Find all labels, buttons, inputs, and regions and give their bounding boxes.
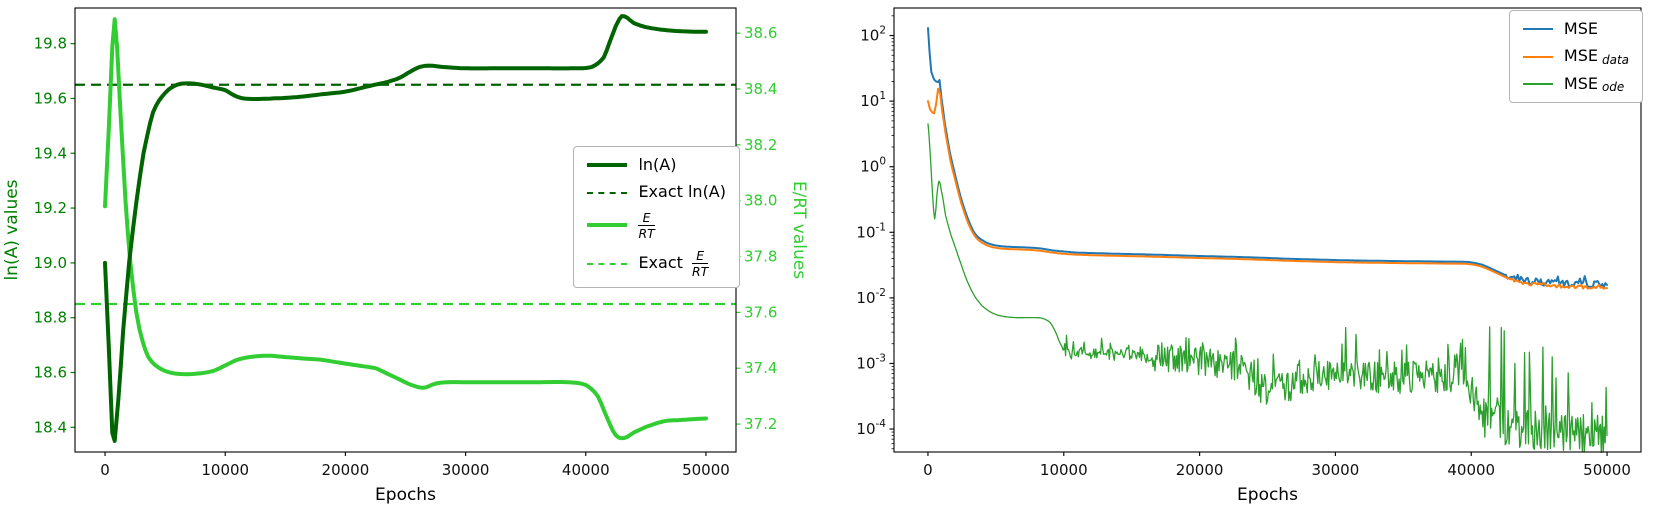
legend-line-sample <box>1522 28 1553 31</box>
legend-line-sample <box>587 191 628 194</box>
fraction-bar <box>691 263 709 265</box>
legend-entry: MSE <box>1522 19 1629 38</box>
y-right-tick-label: 37.6 <box>744 303 777 321</box>
legend-entry: Exact E RT <box>587 249 726 278</box>
y-tick-label: 10-2 <box>856 287 886 307</box>
legend-label: MSE <box>1563 19 1598 38</box>
y-tick-label: 102 <box>860 25 886 45</box>
legend-line-sample <box>587 262 628 265</box>
y-left-tick-label: 19.4 <box>34 144 67 162</box>
legend-label-prefix: Exact <box>638 253 688 273</box>
y-right-tick-label: 37.4 <box>744 359 777 377</box>
y-left-tick-label: 19.6 <box>34 89 67 107</box>
mse-chart-legend: MSE MSE data MSE ode <box>1508 10 1643 104</box>
legend-label-text: MSE <box>1563 19 1598 38</box>
parameters-chart-canvas: 0 10000 20000 30000 40000 50000 Epochs 18.4 18.6… <box>2 7 809 505</box>
fraction-numerator: E <box>696 248 705 264</box>
legend-subscript: data <box>1601 52 1629 67</box>
x-axis-label: Epochs <box>375 485 436 505</box>
fraction-denominator: RT <box>691 264 709 280</box>
parameters-chart-series <box>75 14 736 443</box>
fraction-label: E RT <box>691 248 709 280</box>
legend-entry: MSE data <box>1522 46 1629 67</box>
legend-subscript: ode <box>1601 80 1625 95</box>
y-left-tick-label: 19.8 <box>34 35 67 53</box>
y-left-tick-label: 19.2 <box>34 199 67 217</box>
series-mse-data <box>927 87 1608 290</box>
legend-line-sample <box>587 163 628 168</box>
mse-chart-frame <box>893 7 1642 453</box>
y-right-tick-label: 38.0 <box>744 192 777 210</box>
legend-line-sample <box>587 223 628 228</box>
y-right-tick-label: 38.2 <box>744 136 777 154</box>
legend-label: Exact E RT <box>638 248 709 280</box>
series-mse-ode <box>927 123 1608 453</box>
y-tick-label: 10-4 <box>856 418 886 438</box>
y-left-tick-label: 18.6 <box>34 364 67 382</box>
legend-entry: ln(A) <box>587 155 726 174</box>
legend-label-text: ln(A) <box>638 155 677 174</box>
parameters-chart-axes: 0 10000 20000 30000 40000 50000 Epochs 18.4 18.6… <box>2 24 809 505</box>
x-tick-label: 30000 <box>442 461 490 479</box>
legend-label-text: Exact ln(A) <box>638 182 726 202</box>
left-chart-parameter-convergence: 0 10000 20000 30000 40000 50000 Epochs 18.4 18.6… <box>0 0 812 530</box>
parameters-chart-legend: ln(A) Exact ln(A) E RT Exact E RT <box>573 146 740 289</box>
legend-entry: Exact ln(A) <box>587 182 726 202</box>
legend-label: Exact ln(A) <box>638 182 726 202</box>
series-lnA <box>103 14 708 443</box>
mse-chart-series <box>927 27 1608 453</box>
y-tick-label: 100 <box>860 156 886 176</box>
legend-entry: MSE ode <box>1522 73 1629 95</box>
y-left-tick-label: 18.8 <box>34 309 67 327</box>
y-tick-label: 10-1 <box>856 221 886 241</box>
x-tick-label: 40000 <box>1447 461 1495 479</box>
legend-label-text: MSE <box>1563 46 1598 66</box>
y-tick-label: 101 <box>860 90 886 110</box>
fraction-numerator: E <box>642 209 651 225</box>
x-tick-label: 10000 <box>1040 461 1088 479</box>
y-right-tick-label: 37.8 <box>744 248 777 266</box>
y-left-tick-label: 18.4 <box>34 418 67 436</box>
mse-chart-canvas: 0 10000 20000 30000 40000 50000 Epochs 102 101 10… <box>856 7 1642 505</box>
legend-label-text: MSE <box>1563 73 1598 93</box>
x-tick-label: 10000 <box>201 461 249 479</box>
legend-label: MSE ode <box>1563 73 1625 95</box>
x-tick-label: 0 <box>923 461 933 479</box>
fraction-bar <box>638 224 655 226</box>
y-left-tick-label: 19.0 <box>34 254 67 272</box>
legend-line-sample <box>1522 82 1553 85</box>
legend-label: ln(A) <box>638 155 677 174</box>
x-axis-label: Epochs <box>1237 485 1298 505</box>
series-mse <box>927 27 1608 289</box>
y-tick-label: 10-3 <box>856 352 886 372</box>
x-tick-label: 0 <box>100 461 110 479</box>
x-tick-label: 30000 <box>1312 461 1360 479</box>
mse-chart-axes: 0 10000 20000 30000 40000 50000 Epochs 102 101 10… <box>856 15 1631 505</box>
x-tick-label: 20000 <box>1176 461 1224 479</box>
right-chart-mse-losses: 0 10000 20000 30000 40000 50000 Epochs 102 101 10… <box>812 0 1661 530</box>
x-tick-label: 50000 <box>1583 461 1631 479</box>
x-tick-label: 20000 <box>322 461 370 479</box>
fraction-label: E RT <box>638 209 655 241</box>
legend-label: MSE data <box>1563 46 1629 67</box>
x-tick-label: 40000 <box>562 461 610 479</box>
y-right-tick-label: 38.6 <box>744 24 777 42</box>
series-ERT <box>103 17 708 441</box>
y-right-tick-label: 37.2 <box>744 415 777 433</box>
legend-label: E RT <box>638 209 655 241</box>
right-y-axis-label: E/RT values <box>789 181 809 279</box>
x-tick-label: 50000 <box>682 461 730 479</box>
fraction-denominator: RT <box>638 225 655 241</box>
y-right-tick-label: 38.4 <box>744 80 777 98</box>
legend-line-sample <box>1522 55 1553 58</box>
left-y-axis-label: ln(A) values <box>2 179 22 280</box>
legend-entry: E RT <box>587 211 726 240</box>
